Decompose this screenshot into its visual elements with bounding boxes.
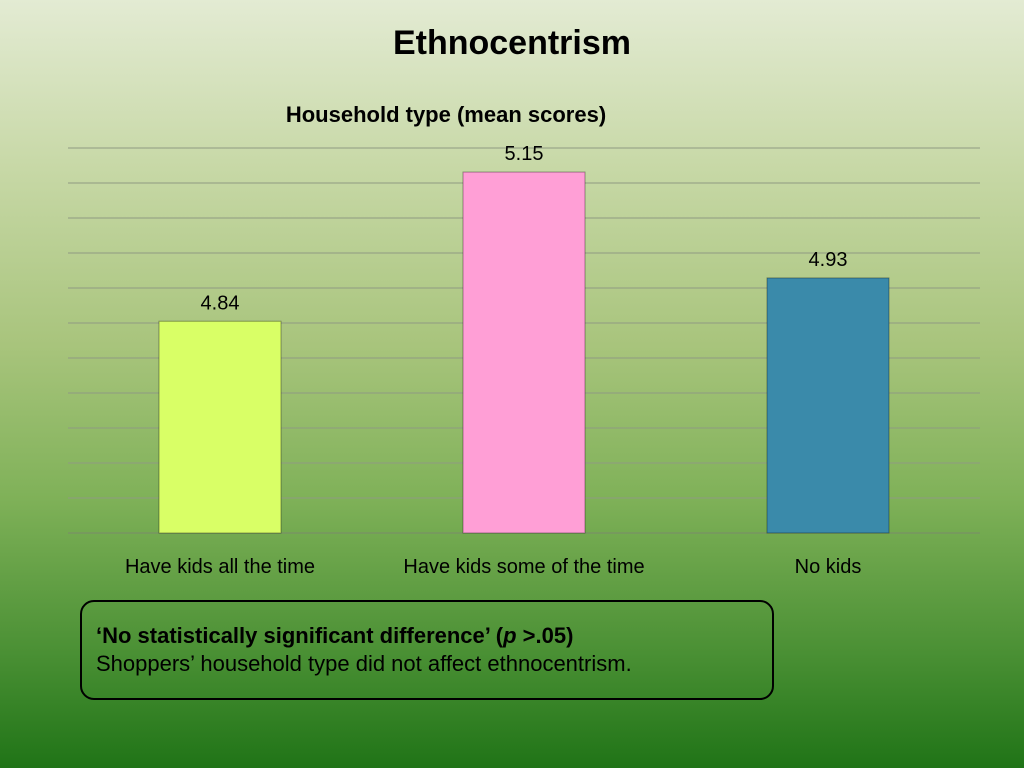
data-label: 4.93 <box>809 249 848 271</box>
data-labels-group: 4.84 5.15 4.93 <box>201 143 848 314</box>
note-headline-post: >.05) <box>516 623 574 648</box>
bar <box>158 320 282 534</box>
category-labels-group: Have kids all the time Have kids some of … <box>125 556 861 578</box>
category-label: Have kids all the time <box>125 556 315 578</box>
data-label: 4.84 <box>201 292 240 314</box>
bar <box>766 277 890 534</box>
note-headline: ‘No statistically significant difference… <box>96 622 758 650</box>
note-text: Shoppers’ household type did not affect … <box>96 651 632 676</box>
slide-title: Ethnocentrism <box>392 24 632 62</box>
category-label: Have kids some of the time <box>403 556 644 578</box>
bar-chart: Household type (mean scores) 4.84 5.15 4.9… <box>68 102 980 578</box>
note-p-symbol: p <box>503 623 517 648</box>
note-box: ‘No statistically significant difference… <box>80 600 774 700</box>
data-label: 5.15 <box>505 143 544 165</box>
bar <box>462 171 586 534</box>
note-headline-pre: ‘No statistically significant difference… <box>96 623 504 648</box>
category-label: No kids <box>795 556 862 578</box>
bars-group <box>158 171 890 534</box>
chart-title: Household type (mean scores) <box>286 102 606 127</box>
